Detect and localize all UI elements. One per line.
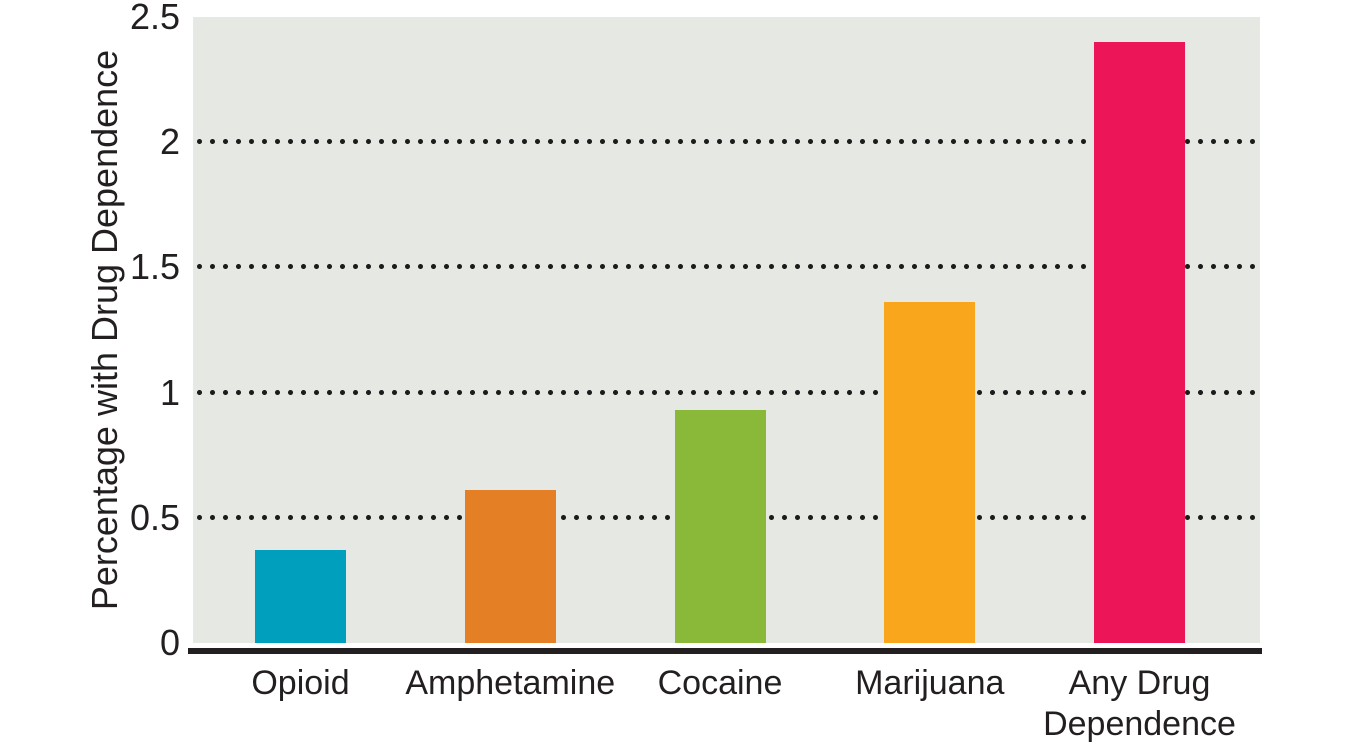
- bar-cocaine: [674, 410, 766, 643]
- y-tick-label-1: 1: [159, 371, 180, 413]
- plot-area: [193, 17, 1260, 643]
- y-tick-label-2.5: 2.5: [129, 0, 180, 37]
- x-axis-line: [188, 648, 1262, 654]
- bar-opioid: [255, 550, 346, 643]
- x-label-opioid: Opioid: [251, 664, 350, 702]
- x-label-marijuana: Marijuana: [855, 664, 1005, 702]
- x-label-cocaine: Cocaine: [657, 664, 783, 702]
- gridline-2: [193, 139, 1260, 145]
- y-tick-label-0: 0: [159, 622, 180, 663]
- bar-marijuana: [884, 302, 976, 643]
- y-tick-label-1.5: 1.5: [129, 246, 180, 288]
- x-label-amphetamine: Amphetamine: [405, 664, 616, 702]
- x-label-any-drug-dependence: Any Drug Dependence: [1043, 664, 1236, 743]
- bar-any-drug-dependence: [1094, 42, 1185, 643]
- gridline-1.5: [193, 264, 1260, 270]
- gridline-1: [193, 389, 1260, 395]
- bar-amphetamine: [464, 490, 556, 643]
- y-tick-label-2: 2: [159, 121, 180, 163]
- y-tick-label-0.5: 0.5: [129, 496, 180, 538]
